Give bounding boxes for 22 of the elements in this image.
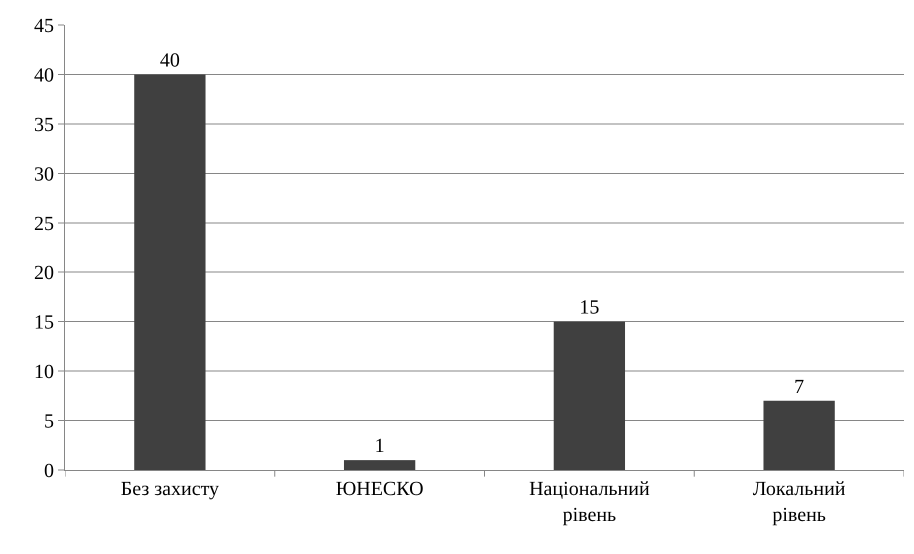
y-tick-label: 15 [34, 312, 54, 334]
x-tick-label: ЮНЕСКО [336, 478, 424, 500]
bar [344, 460, 416, 470]
data-label: 40 [160, 49, 180, 72]
y-tick-label: 35 [34, 114, 54, 136]
data-label: 1 [374, 435, 385, 458]
y-tick-label: 25 [34, 212, 54, 235]
y-tick-label: 45 [34, 15, 54, 37]
bar [134, 74, 206, 470]
x-tick-label: Локальний рівень [752, 478, 846, 526]
y-tick-label: 5 [44, 410, 54, 433]
y-tick-label: 10 [34, 361, 54, 384]
bar [763, 400, 835, 470]
data-label: 15 [579, 296, 600, 319]
x-tick-label: Національний рівень [529, 478, 650, 526]
y-tick-label: 20 [34, 262, 54, 284]
y-tick-label: 30 [34, 163, 54, 186]
y-tick-label: 0 [44, 460, 54, 482]
x-tick-label: Без захисту [120, 478, 220, 500]
y-tick-label: 40 [34, 64, 54, 86]
bar [554, 322, 626, 470]
data-label: 7 [794, 376, 804, 398]
